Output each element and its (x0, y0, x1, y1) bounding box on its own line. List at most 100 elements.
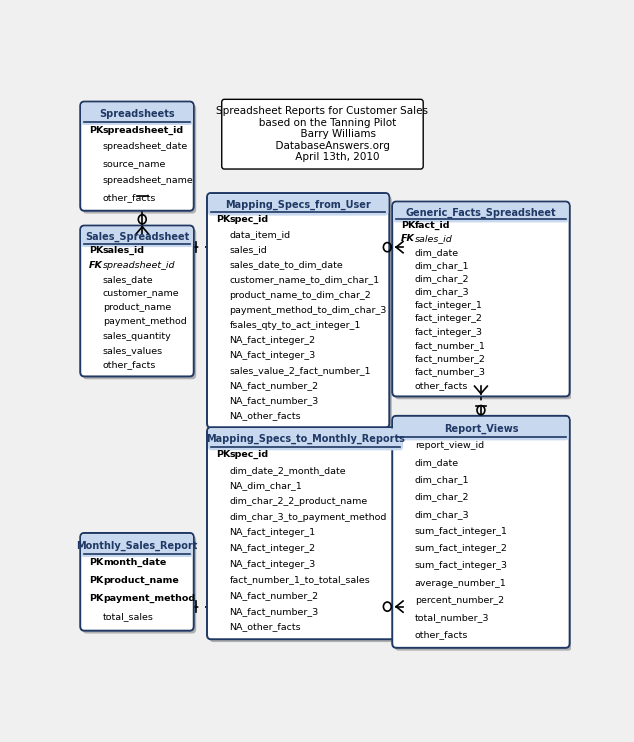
Text: product_name: product_name (103, 577, 179, 585)
Text: NA_fact_integer_2: NA_fact_integer_2 (230, 544, 316, 553)
Text: percent_number_2: percent_number_2 (415, 596, 504, 605)
Text: payment_method: payment_method (103, 594, 195, 603)
FancyBboxPatch shape (395, 205, 572, 399)
Text: sales_date_to_dim_date: sales_date_to_dim_date (230, 260, 344, 269)
Text: sum_fact_integer_1: sum_fact_integer_1 (415, 527, 508, 536)
Text: customer_name: customer_name (103, 289, 179, 298)
Text: sum_fact_integer_3: sum_fact_integer_3 (415, 562, 508, 571)
Text: total_number_3: total_number_3 (415, 613, 489, 622)
Text: PK: PK (89, 558, 103, 567)
Text: spec_id: spec_id (230, 450, 269, 459)
Text: dim_char_3: dim_char_3 (415, 288, 469, 297)
Text: NA_fact_number_3: NA_fact_number_3 (230, 607, 319, 616)
Text: sum_fact_integer_2: sum_fact_integer_2 (415, 544, 508, 554)
Text: Monthly_Sales_Report: Monthly_Sales_Report (76, 540, 198, 551)
FancyBboxPatch shape (209, 430, 406, 642)
Text: spreadsheet_id: spreadsheet_id (103, 260, 176, 269)
Text: fact_integer_1: fact_integer_1 (415, 301, 482, 310)
Text: other_facts: other_facts (103, 193, 156, 203)
FancyBboxPatch shape (82, 105, 196, 214)
Text: NA_fact_integer_3: NA_fact_integer_3 (230, 559, 316, 569)
FancyBboxPatch shape (393, 203, 569, 223)
Text: fact_integer_2: fact_integer_2 (415, 314, 482, 324)
Text: dim_char_2: dim_char_2 (415, 275, 469, 283)
FancyBboxPatch shape (82, 229, 196, 379)
Text: customer_name_to_dim_char_1: customer_name_to_dim_char_1 (230, 275, 380, 284)
FancyBboxPatch shape (209, 196, 392, 430)
Text: PK: PK (89, 125, 103, 134)
Text: product_name_to_dim_char_2: product_name_to_dim_char_2 (230, 291, 372, 300)
FancyBboxPatch shape (207, 427, 404, 640)
Text: NA_fact_integer_1: NA_fact_integer_1 (230, 528, 316, 537)
Text: PK: PK (89, 594, 103, 603)
Text: PK: PK (216, 450, 230, 459)
Text: Mapping_Specs_from_User: Mapping_Specs_from_User (225, 200, 371, 210)
FancyBboxPatch shape (81, 102, 194, 211)
Text: dim_char_3: dim_char_3 (415, 510, 469, 519)
Text: NA_fact_number_3: NA_fact_number_3 (230, 396, 319, 405)
Text: PK: PK (89, 246, 103, 255)
Text: PK: PK (216, 215, 230, 224)
FancyBboxPatch shape (81, 534, 193, 557)
Text: fsales_qty_to_act_integer_1: fsales_qty_to_act_integer_1 (230, 321, 361, 329)
Text: sales_id: sales_id (415, 234, 453, 243)
Text: spreadsheet_id: spreadsheet_id (103, 125, 184, 134)
FancyBboxPatch shape (81, 226, 194, 376)
Text: dim_char_1: dim_char_1 (415, 261, 469, 270)
Text: spreadsheet_date: spreadsheet_date (103, 142, 188, 151)
Text: NA_fact_integer_2: NA_fact_integer_2 (230, 336, 316, 345)
Text: other_facts: other_facts (103, 360, 156, 370)
FancyBboxPatch shape (393, 417, 569, 440)
Text: sales_value_2_fact_number_1: sales_value_2_fact_number_1 (230, 366, 371, 375)
FancyBboxPatch shape (208, 194, 388, 216)
Text: fact_number_2: fact_number_2 (415, 354, 486, 363)
FancyBboxPatch shape (222, 99, 424, 169)
Text: NA_fact_number_2: NA_fact_number_2 (230, 381, 319, 390)
Text: NA_fact_integer_3: NA_fact_integer_3 (230, 351, 316, 360)
Text: dim_char_3_to_payment_method: dim_char_3_to_payment_method (230, 513, 387, 522)
Text: data_item_id: data_item_id (230, 230, 291, 239)
FancyBboxPatch shape (81, 102, 193, 125)
Text: payment_method: payment_method (103, 318, 186, 326)
Text: spreadsheet_name: spreadsheet_name (103, 177, 193, 186)
Text: Generic_Facts_Spreadsheet: Generic_Facts_Spreadsheet (406, 208, 556, 217)
Text: FK: FK (401, 234, 415, 243)
Text: NA_dim_char_1: NA_dim_char_1 (230, 482, 302, 490)
Text: Mapping_Specs_to_Monthly_Reports: Mapping_Specs_to_Monthly_Reports (206, 434, 405, 444)
Text: other_facts: other_facts (415, 381, 469, 390)
Text: total_sales: total_sales (103, 613, 153, 622)
Text: PK: PK (401, 221, 415, 230)
Text: report_view_id: report_view_id (415, 441, 484, 450)
Text: dim_char_1: dim_char_1 (415, 476, 469, 485)
FancyBboxPatch shape (208, 428, 403, 450)
Text: sales_quantity: sales_quantity (103, 332, 172, 341)
Text: dim_date_2_month_date: dim_date_2_month_date (230, 466, 346, 475)
Text: Spreadsheets: Spreadsheets (99, 109, 175, 119)
Text: dim_date: dim_date (415, 459, 459, 467)
Text: sales_id: sales_id (230, 246, 268, 255)
Text: Report_Views: Report_Views (444, 424, 518, 434)
Text: spec_id: spec_id (230, 215, 269, 224)
Text: fact_id: fact_id (415, 221, 450, 230)
Text: fact_number_1_to_total_sales: fact_number_1_to_total_sales (230, 575, 370, 585)
Text: fact_number_1: fact_number_1 (415, 341, 486, 349)
Text: payment_method_to_dim_char_3: payment_method_to_dim_char_3 (230, 306, 387, 315)
Text: dim_char_2: dim_char_2 (415, 493, 469, 502)
Text: NA_other_facts: NA_other_facts (230, 623, 301, 631)
Text: average_number_1: average_number_1 (415, 579, 507, 588)
Text: month_date: month_date (103, 558, 166, 568)
Text: product_name: product_name (103, 303, 171, 312)
Text: fact_number_3: fact_number_3 (415, 367, 486, 376)
FancyBboxPatch shape (81, 533, 194, 631)
Text: sales_date: sales_date (103, 275, 153, 283)
Text: dim_date: dim_date (415, 248, 459, 257)
Text: other_facts: other_facts (415, 630, 469, 639)
Text: Spreadsheet Reports for Customer Sales
   based on the Tanning Pilot
          B: Spreadsheet Reports for Customer Sales b… (216, 106, 429, 162)
Text: Sales_Spreadsheet: Sales_Spreadsheet (85, 232, 189, 242)
FancyBboxPatch shape (81, 227, 193, 247)
Text: NA_other_facts: NA_other_facts (230, 411, 301, 420)
Text: FK: FK (89, 260, 103, 269)
Text: source_name: source_name (103, 160, 166, 168)
Text: fact_integer_3: fact_integer_3 (415, 327, 483, 337)
FancyBboxPatch shape (395, 418, 572, 651)
